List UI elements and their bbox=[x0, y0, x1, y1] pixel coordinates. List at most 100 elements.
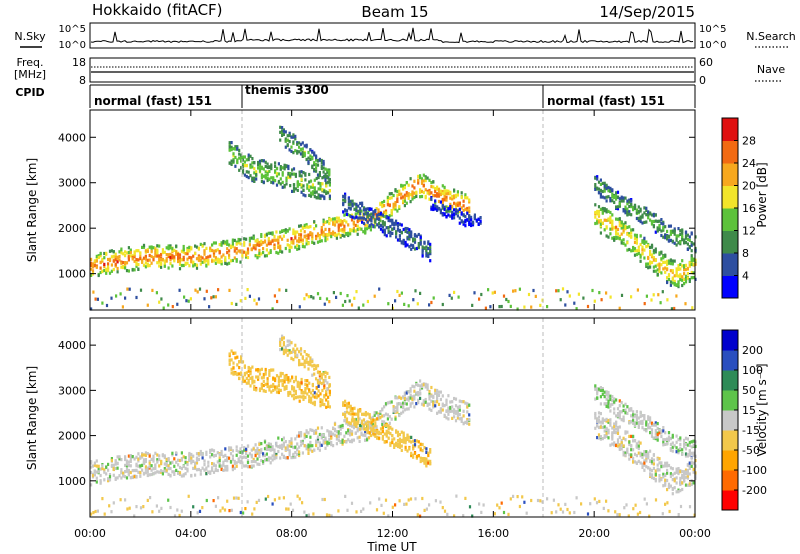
heatmap-cell bbox=[247, 153, 250, 157]
heatmap-cell bbox=[122, 474, 125, 478]
heatmap-cell bbox=[427, 254, 430, 258]
heatmap-cell bbox=[282, 229, 285, 233]
heatmap-cell bbox=[188, 255, 191, 260]
heatmap-cell bbox=[361, 216, 364, 220]
heatmap-cell bbox=[417, 401, 420, 405]
heatmap-cell bbox=[426, 176, 429, 180]
heatmap-cell bbox=[398, 222, 401, 226]
heatmap-cell bbox=[288, 449, 291, 453]
heatmap-cell bbox=[456, 414, 459, 418]
heatmap-cell bbox=[228, 261, 231, 265]
heatmap-cell bbox=[188, 458, 191, 462]
heatmap-cell bbox=[624, 402, 627, 406]
heatmap-cell bbox=[165, 259, 168, 263]
heatmap-cell bbox=[169, 461, 172, 465]
heatmap-cell bbox=[99, 481, 102, 485]
heatmap-cell bbox=[622, 453, 625, 457]
heatmap-cell bbox=[658, 457, 661, 461]
heatmap-cell bbox=[671, 433, 674, 437]
heatmap-cell bbox=[196, 290, 199, 294]
heatmap-cell bbox=[421, 442, 424, 447]
heatmap-cell bbox=[605, 390, 608, 394]
heatmap-cell bbox=[669, 466, 672, 470]
heatmap-cell bbox=[262, 159, 265, 163]
cpid-label: CPID bbox=[15, 86, 44, 99]
heatmap-cell bbox=[306, 183, 309, 187]
heatmap-cell bbox=[662, 235, 665, 239]
heatmap-cell bbox=[675, 272, 678, 276]
heatmap-cell bbox=[373, 294, 376, 298]
heatmap-cell bbox=[439, 192, 442, 197]
heatmap-cell bbox=[108, 473, 112, 477]
heatmap-cell bbox=[133, 259, 136, 263]
heatmap-cell bbox=[307, 513, 310, 517]
heatmap-cell bbox=[374, 218, 377, 222]
heatmap-cell bbox=[101, 497, 104, 501]
heatmap-cell bbox=[421, 457, 424, 461]
heatmap-cell bbox=[282, 351, 285, 356]
heatmap-cell bbox=[234, 155, 237, 160]
heatmap-cell bbox=[114, 262, 117, 266]
heatmap-cell bbox=[643, 236, 646, 240]
freq-tick-top: 18 bbox=[72, 56, 86, 69]
heatmap-cell bbox=[425, 507, 428, 511]
heatmap-cell bbox=[372, 430, 375, 434]
heatmap-cell bbox=[224, 261, 227, 265]
heatmap-cell bbox=[658, 224, 661, 228]
heatmap-cell bbox=[292, 386, 296, 390]
heatmap-cell bbox=[394, 207, 397, 211]
heatmap-cell bbox=[609, 295, 612, 299]
heatmap-cell bbox=[407, 398, 410, 402]
heatmap-cell bbox=[632, 248, 635, 253]
heatmap-cell bbox=[296, 239, 299, 243]
heatmap-cell bbox=[300, 395, 303, 399]
heatmap-cell bbox=[171, 305, 174, 309]
heatmap-cell bbox=[235, 247, 238, 251]
heatmap-cell bbox=[630, 228, 633, 232]
heatmap-cell bbox=[462, 514, 465, 518]
heatmap-cell bbox=[586, 304, 590, 309]
heatmap-cell bbox=[184, 472, 187, 476]
heatmap-cell bbox=[609, 189, 612, 193]
heatmap-cell bbox=[498, 506, 501, 510]
heatmap-cell bbox=[641, 455, 644, 459]
heatmap-cell bbox=[383, 223, 386, 227]
heatmap-cell bbox=[366, 224, 369, 228]
heatmap-cell bbox=[243, 379, 246, 383]
heatmap-cell bbox=[327, 400, 330, 404]
heatmap-cell bbox=[679, 438, 682, 442]
heatmap-cell bbox=[186, 249, 189, 253]
heatmap-cell bbox=[404, 229, 407, 233]
heatmap-cell bbox=[675, 440, 678, 444]
heatmap-cell bbox=[395, 222, 398, 226]
heatmap-cell bbox=[332, 444, 335, 448]
heatmap-cell bbox=[398, 237, 401, 241]
heatmap-cell bbox=[190, 461, 193, 465]
heatmap-cell bbox=[279, 235, 282, 239]
heatmap-cell bbox=[294, 134, 297, 138]
heatmap-cell bbox=[307, 156, 310, 160]
heatmap-cell bbox=[322, 234, 325, 238]
heatmap-cell bbox=[266, 178, 269, 183]
colorbar-tick-label: 8 bbox=[742, 247, 749, 260]
heatmap-cell bbox=[594, 185, 597, 189]
heatmap-cell bbox=[122, 252, 125, 256]
heatmap-cell bbox=[158, 264, 161, 268]
heatmap-cell bbox=[315, 428, 318, 433]
heatmap-cell bbox=[597, 191, 601, 195]
heatmap-cell bbox=[310, 295, 313, 299]
heatmap-cell bbox=[317, 384, 320, 388]
heatmap-cell bbox=[306, 386, 309, 390]
heatmap-cell bbox=[299, 152, 303, 156]
heatmap-cell bbox=[226, 464, 229, 469]
heatmap-cell bbox=[150, 261, 153, 265]
heatmap-cell bbox=[139, 474, 142, 478]
heatmap-cell bbox=[294, 236, 297, 240]
heatmap-cell bbox=[180, 466, 183, 471]
heatmap-cell bbox=[252, 234, 255, 238]
heatmap-cell bbox=[226, 242, 229, 246]
heatmap-cell bbox=[184, 262, 187, 266]
heatmap-cell bbox=[114, 255, 117, 259]
heatmap-cell bbox=[667, 224, 671, 228]
heatmap-cell bbox=[245, 255, 248, 259]
